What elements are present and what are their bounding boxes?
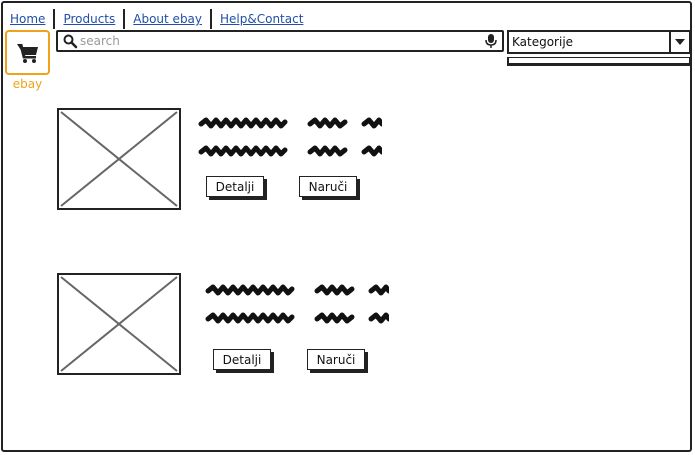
- nav-link-products[interactable]: Products: [63, 12, 116, 26]
- top-navigation: Home Products About ebay Help&Contact: [8, 9, 311, 29]
- chevron-down-icon[interactable]: [669, 32, 689, 52]
- image-placeholder-icon: [60, 111, 178, 207]
- ebay-logo[interactable]: [5, 30, 50, 75]
- logo-label: ebay: [12, 77, 43, 91]
- nav-separator: [53, 9, 56, 29]
- category-dropdown[interactable]: Kategorije: [507, 30, 691, 54]
- search-icon: [63, 34, 78, 49]
- nav-link-help-contact[interactable]: Help&Contact: [220, 12, 304, 26]
- product-image-placeholder[interactable]: [57, 273, 181, 375]
- category-dropdown-value: Kategorije: [512, 35, 574, 49]
- details-button[interactable]: Detalji: [213, 349, 271, 370]
- details-button[interactable]: Detalji: [206, 176, 264, 197]
- shopping-cart-icon: [16, 43, 38, 63]
- order-button[interactable]: Naruči: [307, 349, 365, 370]
- microphone-icon[interactable]: [484, 33, 498, 49]
- order-button[interactable]: Naruči: [299, 176, 357, 197]
- product-description-scribble: [198, 117, 382, 157]
- category-dropdown-list[interactable]: [507, 57, 691, 66]
- nav-link-about[interactable]: About ebay: [133, 12, 203, 26]
- image-placeholder-icon: [60, 276, 178, 372]
- nav-separator: [123, 9, 126, 29]
- nav-separator: [210, 9, 213, 29]
- search-bar: [56, 30, 504, 52]
- product-image-placeholder[interactable]: [57, 108, 181, 210]
- search-input[interactable]: [78, 34, 484, 48]
- product-description-scribble: [205, 284, 389, 324]
- nav-link-home[interactable]: Home: [10, 12, 46, 26]
